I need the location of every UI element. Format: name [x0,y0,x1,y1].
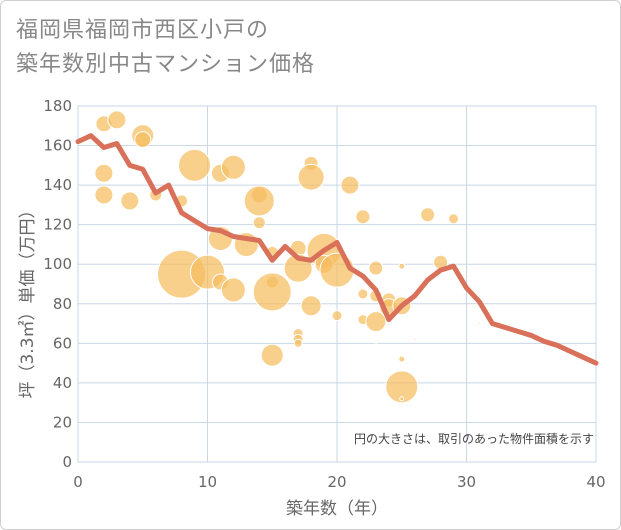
x-axis-label: 築年数（年） [286,499,388,519]
chart-title: 福岡県福岡市西区小戸の 築年数別中古マンション価格 [16,14,315,82]
bubble-29 [293,338,303,348]
bubble-32 [300,295,322,317]
bubble-49 [398,355,406,363]
bubble-31 [297,163,325,191]
y-tick-label: 40 [53,374,72,392]
bubble-24 [260,343,284,367]
bubble-52 [413,337,417,341]
bubble-11 [220,154,246,180]
bubble-47 [398,262,406,270]
bubble-4 [94,163,114,183]
bubble-3 [134,131,152,149]
y-tick-label: 0 [62,453,72,471]
y-axis-label: 坪（3.3㎡）単価（万円） [18,201,38,398]
bubble-6 [120,191,140,211]
size-note: 円の大きさは、取引のあった物件面積を示す [354,431,594,446]
x-tick-label: 0 [73,473,83,491]
bubble-36 [331,310,343,322]
x-tick-label: 10 [198,473,217,491]
x-tick-label: 20 [327,473,346,491]
tick-labels: 0 10 20 30 40 0 20 40 60 80 100 120 140 160 180 [43,97,605,491]
y-tick-label: 60 [53,334,72,352]
bubble-9 [178,148,212,182]
bubble-53 [420,207,436,223]
bubble-5 [94,185,114,205]
y-tick-label: 120 [43,216,72,234]
bubble-38 [355,209,371,225]
y-tick-label: 80 [53,295,72,313]
y-tick-label: 20 [53,413,72,431]
bubble-14 [252,216,266,230]
bubble-43 [365,311,387,333]
bubble-1 [107,110,127,130]
bubble-layer [94,110,481,404]
x-tick-label: 40 [586,473,605,491]
bubble-19 [220,277,246,303]
y-tick-label: 100 [43,255,72,273]
bubble-55 [448,213,460,225]
bubble-37 [340,175,360,195]
y-tick-label: 180 [43,97,72,115]
title-line-1: 福岡県福岡市西区小戸の [16,18,270,43]
bubble-41 [368,260,384,276]
y-tick-label: 140 [43,176,72,194]
y-tick-label: 160 [43,137,72,155]
bubble-56 [477,322,481,326]
bubble-39 [357,288,369,300]
bubble-13 [243,185,275,217]
x-tick-label: 30 [457,473,476,491]
bubble-44 [374,341,378,345]
trend-line [75,133,599,366]
bubble-23 [252,272,292,312]
title-line-2: 築年数別中古マンション価格 [16,52,316,77]
bubble-51 [399,396,405,402]
bubble-50 [385,370,419,404]
